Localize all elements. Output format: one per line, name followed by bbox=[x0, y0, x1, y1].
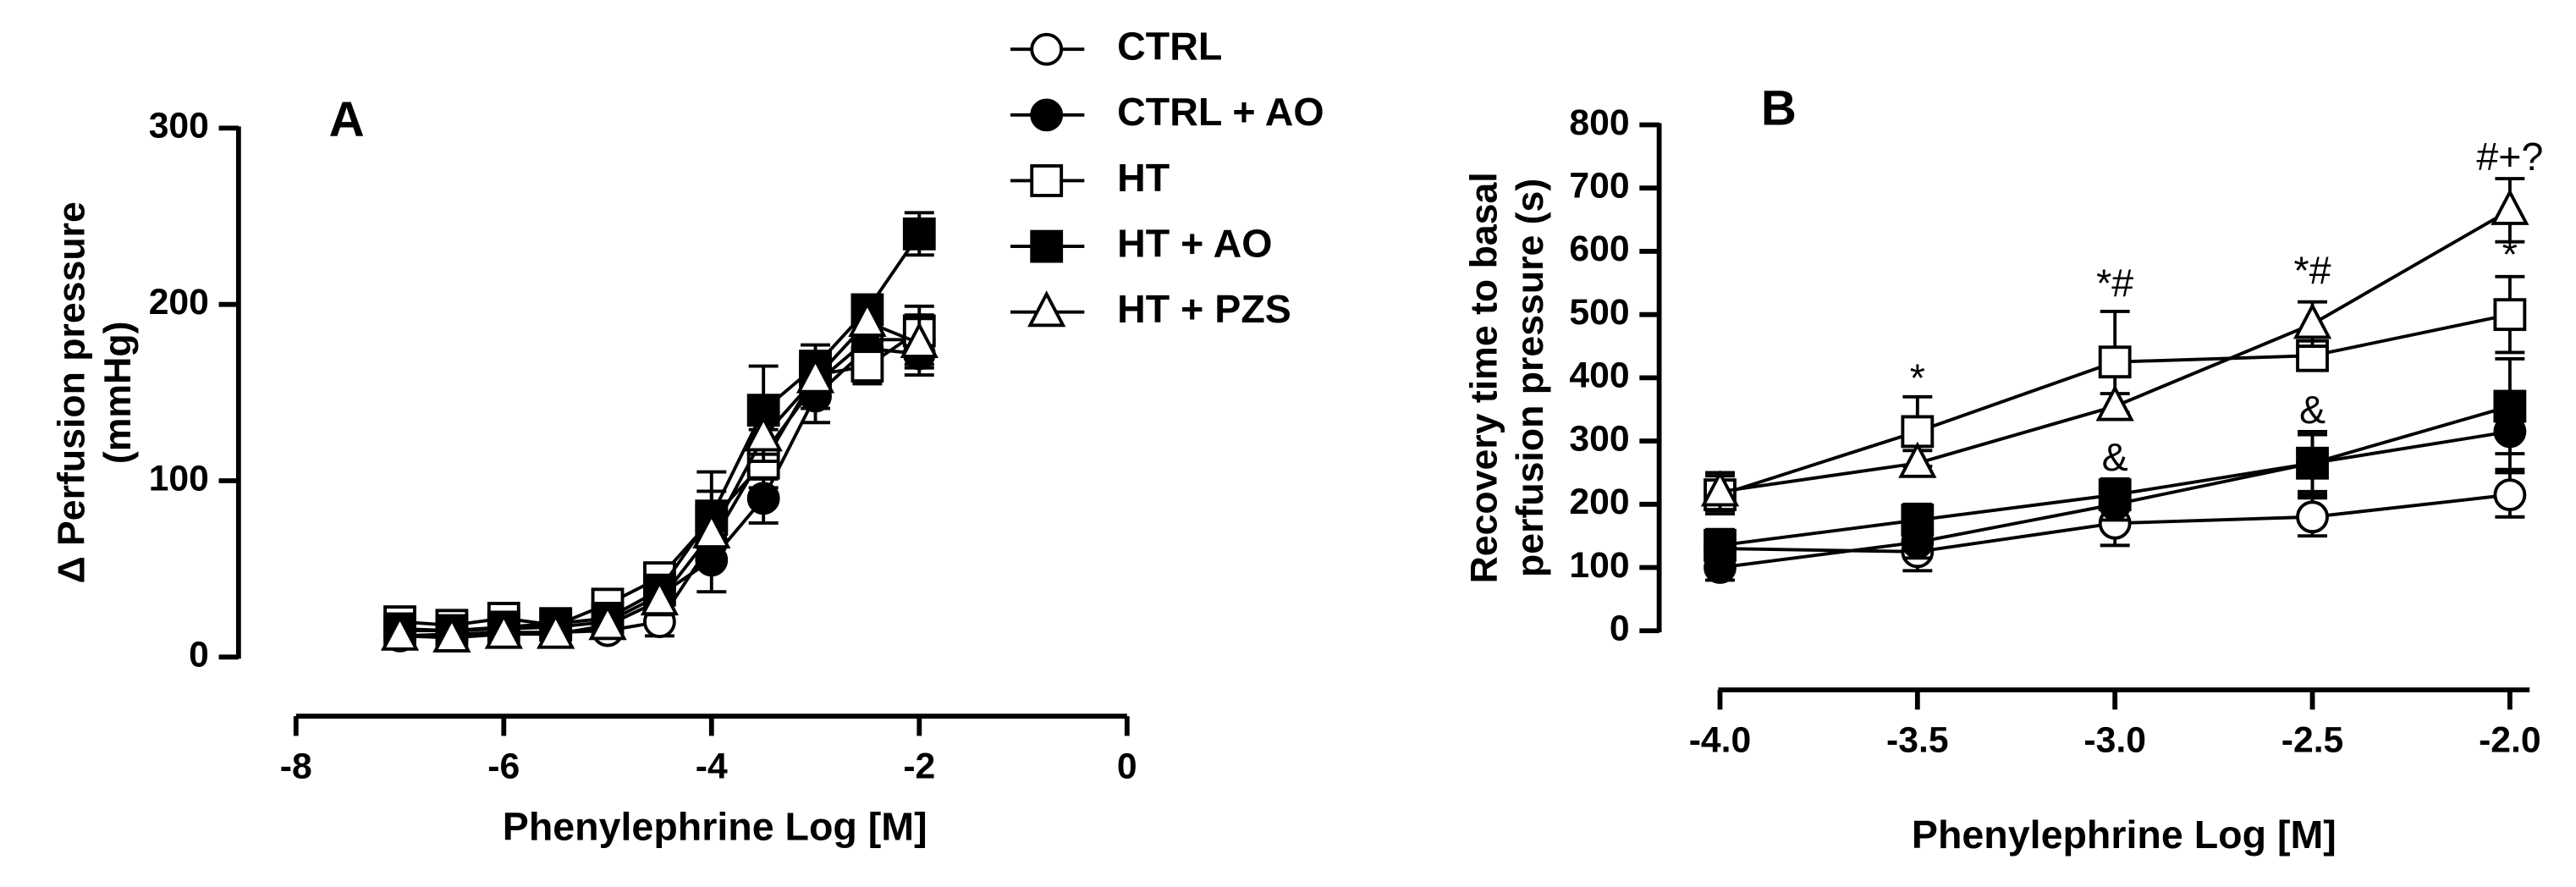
marker bbox=[640, 579, 680, 616]
legend-marker bbox=[1027, 290, 1066, 328]
legend-label: CTRL bbox=[1117, 25, 1222, 69]
x-tick-label: -4 bbox=[696, 747, 728, 787]
marker bbox=[2493, 478, 2527, 512]
marker bbox=[432, 615, 471, 653]
x-tick-label: -8 bbox=[280, 747, 312, 787]
marker bbox=[1901, 504, 1935, 537]
legend-label: CTRL + AO bbox=[1117, 90, 1324, 134]
y-tick-label: 300 bbox=[149, 106, 209, 146]
x-tick-label: -3.5 bbox=[1886, 719, 1949, 760]
annotation: #+? bbox=[2476, 135, 2543, 179]
marker bbox=[1898, 441, 1937, 478]
marker bbox=[484, 612, 523, 649]
x-axis-label: Phenylephrine Log [M] bbox=[1912, 813, 2337, 857]
y-tick-label: 600 bbox=[1569, 229, 1629, 269]
y-tick-label: 0 bbox=[189, 635, 209, 675]
marker bbox=[692, 511, 731, 548]
x-axis-label: Phenylephrine Log [M] bbox=[503, 804, 927, 848]
y-tick-label: 200 bbox=[149, 282, 209, 322]
y-tick-label: 100 bbox=[149, 458, 209, 499]
marker bbox=[2293, 302, 2332, 339]
x-tick-label: -4.0 bbox=[1689, 719, 1752, 760]
marker bbox=[380, 614, 420, 651]
marker bbox=[2296, 500, 2329, 534]
panel-label: B bbox=[1761, 80, 1797, 135]
y-tick-label: 100 bbox=[1569, 545, 1629, 586]
y-tick-label: 200 bbox=[1569, 482, 1629, 522]
x-tick-label: -6 bbox=[487, 747, 520, 787]
y-tick-label: 300 bbox=[1569, 418, 1629, 459]
marker bbox=[902, 217, 936, 251]
legend-label: HT bbox=[1117, 156, 1170, 200]
marker bbox=[1700, 470, 1740, 507]
marker bbox=[900, 321, 938, 358]
marker bbox=[537, 612, 575, 649]
annotation: & bbox=[2299, 388, 2326, 432]
annotation: * bbox=[2502, 233, 2518, 277]
y-axis-label: Recovery time to basal bbox=[1464, 172, 1505, 583]
legend-marker bbox=[1030, 98, 1064, 132]
y-tick-label: 400 bbox=[1569, 355, 1629, 396]
x-tick-label: -2.0 bbox=[2479, 719, 2541, 760]
y-axis-label: (mmHg) bbox=[97, 322, 139, 465]
y-tick-label: 500 bbox=[1569, 292, 1629, 333]
annotation: *# bbox=[2096, 261, 2133, 305]
marker bbox=[744, 415, 783, 452]
marker bbox=[588, 603, 627, 641]
y-axis-label: Δ Perfusion pressure bbox=[52, 201, 93, 583]
marker bbox=[2098, 345, 2132, 379]
annotation: *# bbox=[2294, 248, 2331, 292]
marker bbox=[1704, 528, 1737, 562]
y-tick-label: 800 bbox=[1569, 102, 1629, 143]
marker bbox=[2098, 478, 2132, 512]
marker bbox=[2493, 389, 2527, 423]
panel-label: A bbox=[329, 92, 365, 147]
marker bbox=[2296, 446, 2329, 480]
x-tick-label: -3.0 bbox=[2083, 719, 2146, 760]
y-tick-label: 0 bbox=[1610, 609, 1630, 649]
legend-marker bbox=[1030, 32, 1064, 66]
y-tick-label: 700 bbox=[1569, 165, 1629, 206]
x-tick-label: -2.5 bbox=[2282, 719, 2344, 760]
marker bbox=[2095, 384, 2134, 421]
legend-label: HT + PZS bbox=[1117, 287, 1291, 331]
x-tick-label: 0 bbox=[1117, 747, 1137, 787]
marker bbox=[848, 300, 887, 337]
annotation: * bbox=[1910, 355, 1925, 399]
legend-marker bbox=[1030, 164, 1064, 197]
annotation: & bbox=[2102, 435, 2128, 479]
marker bbox=[795, 356, 835, 394]
legend-marker bbox=[1030, 229, 1064, 263]
y-axis-label: perfusion pressure (s) bbox=[1510, 179, 1551, 577]
marker bbox=[2493, 298, 2527, 332]
marker bbox=[2491, 188, 2529, 225]
x-tick-label: -2 bbox=[903, 747, 935, 787]
legend-label: HT + AO bbox=[1117, 221, 1272, 265]
marker bbox=[850, 350, 884, 383]
